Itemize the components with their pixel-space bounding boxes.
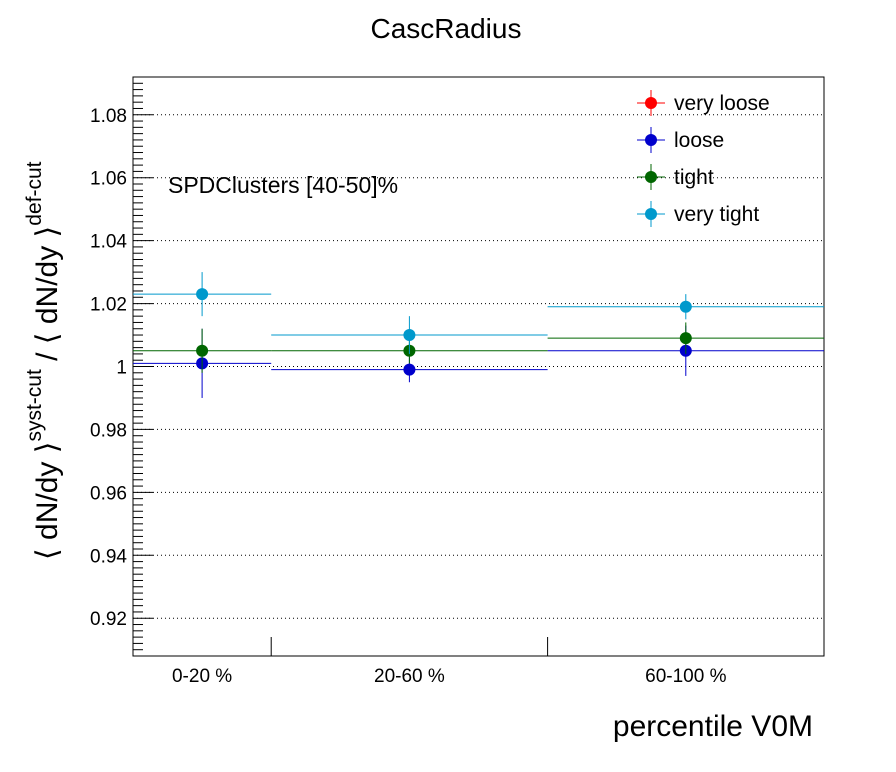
legend-label: tight xyxy=(674,166,714,189)
legend-entry: loose xyxy=(637,127,724,153)
selection-annotation: SPDClusters [40-50]% xyxy=(168,172,398,198)
series-loose xyxy=(133,325,824,398)
legend-marker xyxy=(645,97,657,109)
x-axis-title: percentile V0M xyxy=(613,710,813,743)
x-tick-label: 0-20 % xyxy=(172,666,232,687)
y-axis-title-sep: / xyxy=(31,344,64,369)
data-point xyxy=(679,300,692,313)
y-tick-label: 0.92 xyxy=(90,609,127,630)
axis-layer: 0.92 0.94 0.96 0.98 1 1.02 1.04 1.06 1.08 0-20 % 2… xyxy=(90,76,825,687)
legend: very loose loose tight very tight xyxy=(637,90,770,227)
y-tick-label: 0.96 xyxy=(90,483,127,504)
legend-entry: very loose xyxy=(637,90,770,116)
y-tick-label: 0.94 xyxy=(90,546,127,567)
data-point xyxy=(196,344,209,357)
data-point xyxy=(403,329,416,342)
y-axis-title-sup1: syst-cut xyxy=(23,369,46,442)
legend-marker xyxy=(645,134,657,146)
series-very-tight xyxy=(133,272,824,354)
legend-label: loose xyxy=(674,129,724,152)
series-tight xyxy=(133,322,824,373)
y-tick-label: 1.04 xyxy=(90,232,127,253)
y-tick-label: 1.08 xyxy=(90,106,127,127)
legend-label: very loose xyxy=(674,92,770,115)
plot-frame xyxy=(132,76,825,657)
legend-entry: very tight xyxy=(637,201,759,227)
data-point xyxy=(403,363,416,376)
x-tick-label: 20-60 % xyxy=(374,666,445,687)
y-tick-label: 1 xyxy=(116,358,127,379)
y-axis-title: ⟨ dN/dy ⟩syst-cut / ⟨ dN/dy ⟩def-cut xyxy=(23,161,64,560)
series-layer xyxy=(133,272,824,398)
data-point xyxy=(679,332,692,345)
legend-marker xyxy=(645,171,657,183)
y-axis-title-part2: ⟨ dN/dy ⟩ xyxy=(31,226,64,344)
legend-marker xyxy=(645,208,657,220)
x-tick-label: 60-100 % xyxy=(645,666,726,687)
legend-label: very tight xyxy=(674,203,759,226)
svg-text:⟨ dN/dy ⟩syst-cut / ⟨ dN/dy ⟩d: ⟨ dN/dy ⟩syst-cut / ⟨ dN/dy ⟩def-cut xyxy=(23,161,64,560)
y-axis-title-part1: ⟨ dN/dy ⟩ xyxy=(31,442,64,560)
y-axis-title-sup2: def-cut xyxy=(23,161,46,225)
data-point xyxy=(196,288,209,301)
y-tick-label: 0.98 xyxy=(90,420,127,441)
legend-entry: tight xyxy=(637,164,714,190)
y-tick-label: 1.02 xyxy=(90,295,127,316)
chart-title: CascRadius xyxy=(371,13,522,44)
y-tick-label: 1.06 xyxy=(90,169,127,190)
